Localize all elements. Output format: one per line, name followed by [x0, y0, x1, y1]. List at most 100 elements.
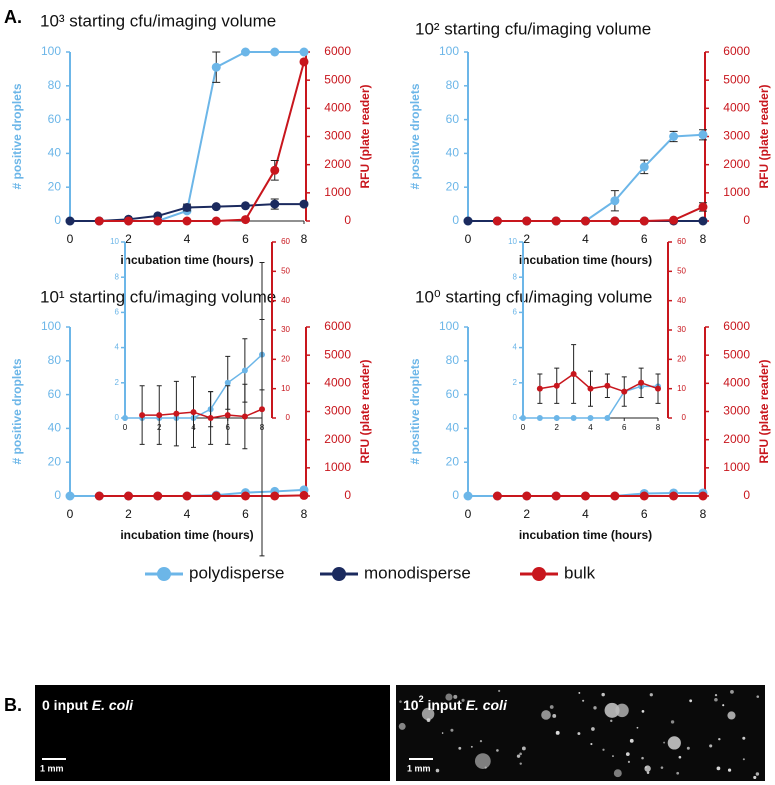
- droplet: [541, 710, 551, 720]
- droplet: [450, 728, 454, 732]
- droplet: [718, 737, 721, 741]
- y2-tick-label: 4000: [723, 101, 750, 115]
- droplet: [601, 692, 605, 697]
- marker: [153, 491, 163, 501]
- y-tick-label: 10: [110, 237, 119, 246]
- marker: [153, 216, 163, 226]
- y-tick-label: 0: [452, 488, 459, 502]
- x-tick-label: 8: [656, 423, 661, 432]
- x-tick-label: 0: [465, 507, 472, 521]
- y2-tick-label: 6000: [324, 44, 351, 58]
- x-tick-label: 2: [555, 423, 560, 432]
- droplet: [498, 689, 501, 693]
- droplet: [521, 746, 526, 751]
- x-tick-label: 6: [622, 423, 627, 432]
- marker: [581, 491, 590, 501]
- marker: [536, 385, 543, 392]
- organism: E. coli: [466, 697, 508, 713]
- y-tick-label: 40: [446, 146, 460, 160]
- legend-marker: [332, 567, 346, 581]
- x-tick-label: 4: [588, 423, 593, 432]
- y2-tick-label: 0: [344, 213, 351, 227]
- droplet: [426, 718, 431, 723]
- series-line: [99, 494, 305, 497]
- y2-tick-label: 6000: [723, 319, 750, 333]
- marker: [211, 202, 221, 212]
- y-axis-label: # positive droplets: [10, 83, 24, 189]
- droplet: [689, 699, 693, 703]
- droplet: [496, 749, 499, 752]
- y2-tick-label: 1000: [723, 460, 750, 474]
- droplet: [593, 706, 597, 710]
- x-tick-label: 0: [67, 232, 74, 246]
- marker: [211, 216, 221, 226]
- droplet: [641, 710, 645, 713]
- y2-tick-label: 20: [677, 354, 686, 363]
- x-tick-label: 2: [125, 507, 132, 521]
- y2-tick-label: 1000: [324, 185, 351, 199]
- x-tick-label: 6: [641, 232, 648, 246]
- y-tick-label: 2: [513, 378, 518, 387]
- y-tick-label: 40: [48, 146, 62, 160]
- droplet: [730, 689, 734, 694]
- marker: [638, 379, 645, 386]
- marker: [698, 491, 708, 501]
- y-tick-label: 100: [439, 319, 459, 333]
- droplet: [636, 726, 639, 729]
- x-tick-label: 6: [641, 507, 648, 521]
- droplet: [742, 736, 746, 740]
- marker: [492, 216, 502, 226]
- marker: [604, 382, 611, 389]
- y2-tick-label: 30: [281, 325, 290, 334]
- marker: [259, 406, 265, 413]
- panel-label: B.: [4, 695, 22, 715]
- marker: [182, 216, 192, 226]
- droplet: [399, 700, 402, 703]
- y2-tick-label: 2000: [324, 157, 351, 171]
- legend-label: bulk: [564, 563, 596, 582]
- chart-title: 10² starting cfu/imaging volume: [415, 19, 651, 38]
- marker: [270, 491, 280, 501]
- scale-label: 1 mm: [40, 763, 64, 773]
- y2-tick-label: 2000: [723, 432, 750, 446]
- droplet: [555, 730, 560, 735]
- x-tick-label: 0: [521, 423, 526, 432]
- marker: [299, 199, 309, 209]
- marker: [551, 491, 561, 501]
- droplet: [625, 752, 630, 757]
- marker: [299, 47, 309, 57]
- y2-tick-label: 50: [677, 266, 686, 275]
- series-line: [468, 133, 704, 222]
- marker: [270, 165, 280, 175]
- y-tick-label: 40: [446, 421, 460, 435]
- y-tick-label: 60: [446, 387, 460, 401]
- droplet: [470, 745, 473, 748]
- scale-label: 1 mm: [407, 763, 431, 773]
- y2-tick-label: 10: [281, 384, 290, 393]
- droplet: [716, 766, 721, 771]
- x-tick-label: 4: [184, 232, 191, 246]
- y2-tick-label: 1000: [723, 185, 750, 199]
- y-tick-label: 100: [41, 319, 61, 333]
- marker: [190, 409, 197, 416]
- x-tick-label: 2: [125, 232, 132, 246]
- organism: E. coli: [92, 697, 134, 713]
- y-tick-label: 100: [41, 44, 61, 58]
- droplet: [753, 775, 757, 780]
- y-axis-label: # positive droplets: [408, 83, 422, 189]
- y-tick-label: 60: [48, 112, 62, 126]
- y-tick-label: 8: [115, 272, 120, 281]
- x-tick-label: 2: [523, 232, 530, 246]
- y2-tick-label: 0: [743, 213, 750, 227]
- marker: [655, 385, 661, 392]
- series-line: [539, 373, 659, 393]
- y2-tick-label: 4000: [324, 376, 351, 390]
- marker: [522, 216, 532, 226]
- legend-marker: [532, 567, 546, 581]
- marker: [639, 491, 649, 501]
- droplet: [629, 738, 634, 743]
- droplet: [435, 768, 440, 773]
- image-label: 0 input E. coli: [42, 697, 134, 713]
- marker: [551, 216, 561, 226]
